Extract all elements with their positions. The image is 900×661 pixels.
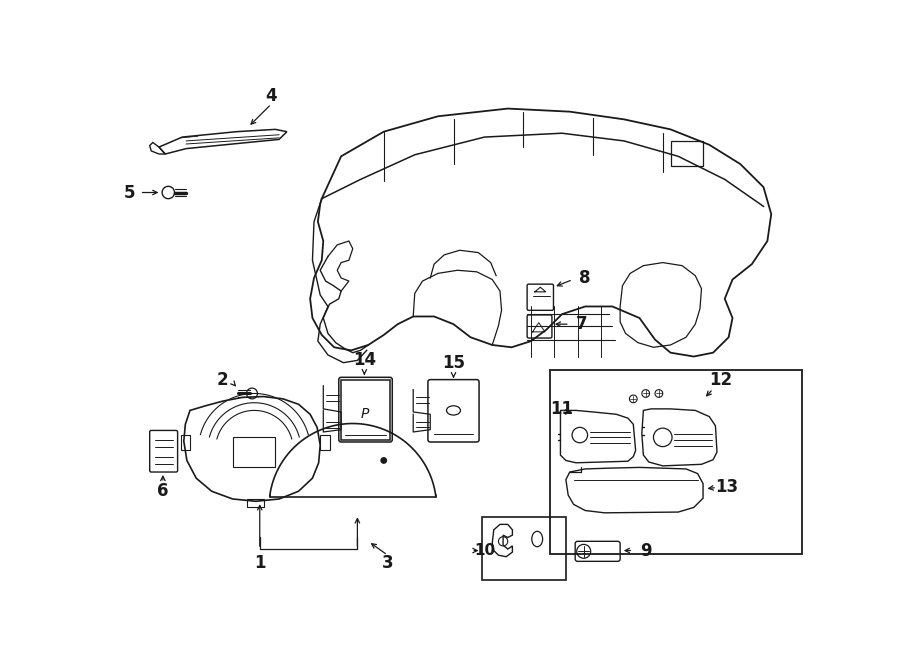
Text: 11: 11 bbox=[551, 400, 573, 418]
Bar bbox=[482, 517, 566, 580]
Text: 9: 9 bbox=[640, 541, 652, 560]
Text: P: P bbox=[361, 407, 369, 421]
Text: 6: 6 bbox=[158, 483, 168, 500]
Text: 5: 5 bbox=[124, 184, 135, 202]
Text: 4: 4 bbox=[266, 87, 277, 105]
Bar bbox=[320, 435, 329, 450]
Text: 13: 13 bbox=[716, 479, 739, 496]
Text: 1: 1 bbox=[254, 554, 266, 572]
Text: 12: 12 bbox=[709, 371, 733, 389]
Bar bbox=[670, 141, 703, 165]
Text: 10: 10 bbox=[474, 543, 495, 558]
Text: 7: 7 bbox=[576, 315, 587, 333]
Text: 2: 2 bbox=[217, 371, 229, 389]
Text: 3: 3 bbox=[382, 554, 393, 572]
Text: 14: 14 bbox=[353, 352, 376, 369]
Bar bbox=[181, 435, 190, 450]
Bar bbox=[247, 499, 264, 507]
Text: 8: 8 bbox=[580, 269, 591, 287]
Text: 15: 15 bbox=[442, 354, 465, 371]
Bar bbox=[551, 370, 802, 554]
Bar bbox=[232, 438, 275, 467]
Circle shape bbox=[381, 458, 386, 463]
